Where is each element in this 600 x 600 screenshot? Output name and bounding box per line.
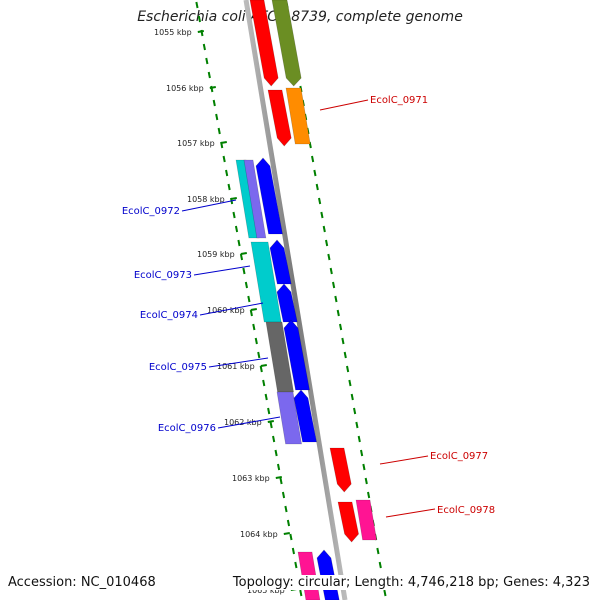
gene-label[interactable]: EcolC_0972 <box>122 206 180 217</box>
kbp-tick-mark <box>220 141 227 144</box>
gene-feature-slate[interactable] <box>243 159 267 239</box>
gene-label-leader <box>385 508 436 518</box>
gene-feature-blue[interactable] <box>293 389 317 443</box>
accession-text: Accession: NC_010468 <box>6 575 158 590</box>
gene-feature-blue[interactable] <box>255 157 283 235</box>
kbp-tick-mark <box>260 364 267 367</box>
kbp-tick-mark <box>240 252 247 255</box>
kbp-tick-label: 1055 kbp <box>154 28 192 37</box>
kbp-tick-label: 1062 kbp <box>224 418 262 427</box>
kbp-tick-label: 1058 kbp <box>187 195 225 204</box>
gene-label[interactable]: EcolC_0977 <box>430 451 488 462</box>
kbp-tick-mark <box>250 308 257 311</box>
gene-label-leader <box>319 99 369 111</box>
gene-label[interactable]: EcolC_0971 <box>370 95 428 106</box>
gene-feature-olive[interactable] <box>271 0 302 87</box>
gene-label[interactable]: EcolC_0975 <box>149 362 207 373</box>
gene-features <box>235 0 377 600</box>
kbp-tick-mark <box>283 532 290 535</box>
kbp-tick-label: 1064 kbp <box>240 530 278 539</box>
kbp-tick-label: 1063 kbp <box>232 474 270 483</box>
kbp-tick-label: 1061 kbp <box>217 362 255 371</box>
gene-label-leader <box>199 302 264 316</box>
kbp-tick-mark <box>209 86 216 89</box>
gene-label-leader <box>193 265 251 276</box>
gene-feature-red[interactable] <box>329 447 352 493</box>
gene-feature-pink[interactable] <box>355 499 377 541</box>
kbp-tick-mark <box>230 197 237 200</box>
gene-feature-red[interactable] <box>267 89 292 147</box>
gene-feature-gray[interactable] <box>265 321 294 393</box>
gene-label-leader <box>379 455 429 465</box>
genome-backbone <box>243 0 348 600</box>
gene-feature-red[interactable] <box>337 501 359 543</box>
kbp-tick-mark <box>267 420 274 423</box>
gene-label[interactable]: EcolC_0976 <box>158 423 216 434</box>
kbp-tick-label: 1056 kbp <box>166 84 204 93</box>
gene-label-leader <box>217 416 281 429</box>
gene-feature-slate[interactable] <box>276 391 302 445</box>
gene-label-leader <box>181 199 237 212</box>
gene-feature-red[interactable] <box>249 0 279 87</box>
gene-label-leader <box>208 357 269 368</box>
kbp-tick-mark <box>275 476 282 479</box>
gene-feature-orange[interactable] <box>285 87 311 145</box>
kbp-tick-mark <box>197 30 204 33</box>
kbp-tick-label: 1057 kbp <box>177 139 215 148</box>
kbp-tick-label: 1065 kbp <box>247 586 285 595</box>
gene-feature-blue[interactable] <box>269 239 292 285</box>
gene-label[interactable]: EcolC_0974 <box>140 310 198 321</box>
gene-label[interactable]: EcolC_0973 <box>134 270 192 281</box>
gene-feature-blue[interactable] <box>283 319 310 391</box>
topology-text: Topology: circular; Length: 4,746,218 bp… <box>230 575 592 590</box>
left-dotted-guide <box>195 1 303 597</box>
gene-label[interactable]: EcolC_0978 <box>437 505 495 516</box>
kbp-tick-label: 1059 kbp <box>197 250 235 259</box>
map-title: Escherichia coli ATCC 8739, complete gen… <box>137 9 463 25</box>
gene-labels: EcolC_0971 EcolC_0972 EcolC_0973 EcolC_0974… <box>122 95 495 518</box>
